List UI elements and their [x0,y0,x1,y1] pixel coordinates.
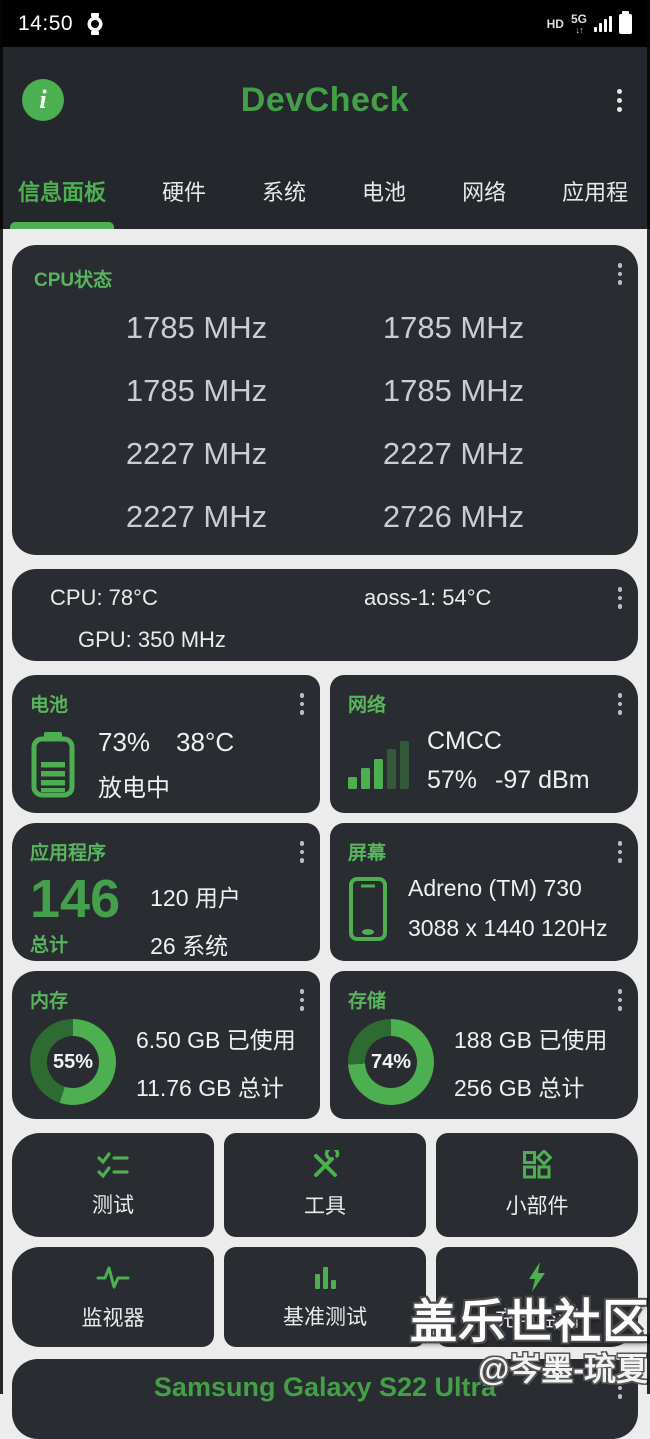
pulse-icon [96,1262,130,1292]
memory-card-menu-icon[interactable] [299,989,304,1011]
battery-status-icon [619,10,632,34]
cpu-core-freq: 2227 MHz [382,436,525,471]
memory-total: 11.76 GB 总计 [136,1075,284,1101]
aoss-temp: aoss-1: 54°C [364,585,492,610]
cpu-core-freq: 1785 MHz [125,373,268,408]
storage-used: 188 GB 已使用 [454,1027,608,1053]
hd-indicator: HD [546,16,564,31]
tab-dashboard[interactable]: 信息面板 [9,153,115,229]
signal-percent: 57% [427,766,478,794]
storage-card-title: 存储 [348,991,387,1012]
battery-card-title: 电池 [30,695,69,716]
battery-status: 放电中 [98,775,170,802]
gpu-frequency: GPU: 350 MHz [78,627,226,652]
apps-card[interactable]: 应用程序 146 总计 120 用户 26 系统 [12,823,320,961]
overflow-menu-icon[interactable] [586,88,628,112]
charging-monitor-button[interactable]: 充电监测 [436,1247,638,1347]
screen-resolution: 3088 x 1440 120Hz [408,915,608,941]
dashboard-content: CPU状态 1785 MHz 1785 MHz 1785 MHz 1785 MH… [0,229,650,1439]
5g-indicator: 5G ↓↑ [570,11,587,35]
cpu-core-freq: 2227 MHz [125,436,268,471]
widgets-label: 小部件 [505,1195,569,1218]
storage-total: 256 GB 总计 [454,1075,585,1101]
temp-card-menu-icon[interactable] [617,587,622,609]
bar-chart-icon [310,1263,340,1291]
network-card[interactable]: 网络 CMCC 57% -97 dBm [330,675,638,813]
cpu-core-freq: 1785 MHz [382,373,525,408]
signal-bars-icon [348,739,409,789]
cpu-core-freq: 2726 MHz [382,499,525,534]
battery-temp: 38°C [176,727,235,757]
monitors-label: 监视器 [81,1307,145,1330]
cpu-card-title: CPU状态 [34,270,113,291]
memory-donut-chart: 55% [30,1019,116,1105]
battery-icon [30,732,76,798]
storage-card-menu-icon[interactable] [617,989,622,1011]
screen-edge-left [0,0,3,1394]
apps-system-count: 26 系统 [150,933,229,959]
charging-monitor-label: 充电监测 [495,1308,579,1331]
widgets-button[interactable]: 小部件 [436,1133,638,1237]
cpu-core-freq: 1785 MHz [125,310,268,345]
tab-apps[interactable]: 应用程 [562,180,629,205]
memory-used: 6.50 GB 已使用 [136,1027,296,1053]
storage-percent: 74% [370,1050,412,1073]
cpu-status-card[interactable]: CPU状态 1785 MHz 1785 MHz 1785 MHz 1785 MH… [12,245,638,555]
monitors-button[interactable]: 监视器 [12,1247,214,1347]
benchmarks-button[interactable]: 基准测试 [224,1247,426,1347]
tests-label: 测试 [92,1194,134,1217]
tab-system[interactable]: 系统 [262,180,307,205]
gpu-name: Adreno (TM) 730 [408,875,582,901]
status-bar: 14:50 HD 5G ↓↑ [0,0,650,47]
temperature-card[interactable]: CPU: 78°C aoss-1: 54°C GPU: 350 MHz [12,569,638,661]
app-bar: i DevCheck 信息面板 硬件 系统 电池 网络 应用程 [0,47,650,229]
benchmarks-label: 基准测试 [283,1306,367,1329]
tab-hardware[interactable]: 硬件 [162,180,207,205]
signal-strength-icon [594,15,612,32]
phone-icon [348,876,388,941]
info-button[interactable]: i [22,79,64,121]
tools-button[interactable]: 工具 [224,1133,426,1237]
clock: 14:50 [18,11,74,35]
storage-card[interactable]: 存储 74% 188 GB 已使用 256 GB 总计 [330,971,638,1119]
lightning-bolt-icon [524,1261,550,1293]
cpu-core-freq: 1785 MHz [382,310,525,345]
apps-user-count: 120 用户 [150,885,241,911]
apps-total-count: 146 [30,869,121,929]
apps-card-title: 应用程序 [30,843,107,864]
watch-icon [85,12,105,35]
apps-total-label: 总计 [30,934,69,956]
battery-card-menu-icon[interactable] [299,693,304,715]
tab-network[interactable]: 网络 [462,180,507,205]
signal-dbm: -97 dBm [495,766,590,794]
cpu-core-freq: 2227 MHz [125,499,268,534]
carrier-name: CMCC [427,727,502,755]
watermark-community: 盖乐世社区 [410,1295,650,1348]
storage-donut-chart: 74% [348,1019,434,1105]
tools-icon [310,1150,340,1180]
widgets-icon [522,1150,552,1180]
network-card-title: 网络 [348,695,387,716]
screen-card[interactable]: 屏幕 Adreno (TM) 730 3088 x 1440 120Hz [330,823,638,961]
screen-card-menu-icon[interactable] [617,841,622,863]
battery-percent: 73% [98,727,151,757]
tools-label: 工具 [304,1195,346,1218]
tests-button[interactable]: 测试 [12,1133,214,1237]
screen-card-title: 屏幕 [348,843,387,864]
checklist-icon [97,1151,129,1179]
cpu-card-menu-icon[interactable] [617,263,622,285]
app-title: DevCheck [240,80,410,119]
memory-percent: 55% [52,1050,94,1073]
cpu-temp: CPU: 78°C [50,585,158,610]
tab-battery[interactable]: 电池 [362,180,407,205]
tab-bar: 信息面板 硬件 系统 电池 网络 应用程 [0,153,650,229]
watermark-author: @岑墨-琉夏 [478,1351,648,1387]
battery-card[interactable]: 电池 73% 38°C [12,675,320,813]
memory-card-title: 内存 [30,991,69,1012]
network-card-menu-icon[interactable] [617,693,622,715]
screen-edge-right [647,0,650,1394]
apps-card-menu-icon[interactable] [299,841,304,863]
cpu-frequency-grid: 1785 MHz 1785 MHz 1785 MHz 1785 MHz 2227… [12,292,638,548]
memory-card[interactable]: 内存 55% 6.50 GB 已使用 11.76 GB 总计 [12,971,320,1119]
